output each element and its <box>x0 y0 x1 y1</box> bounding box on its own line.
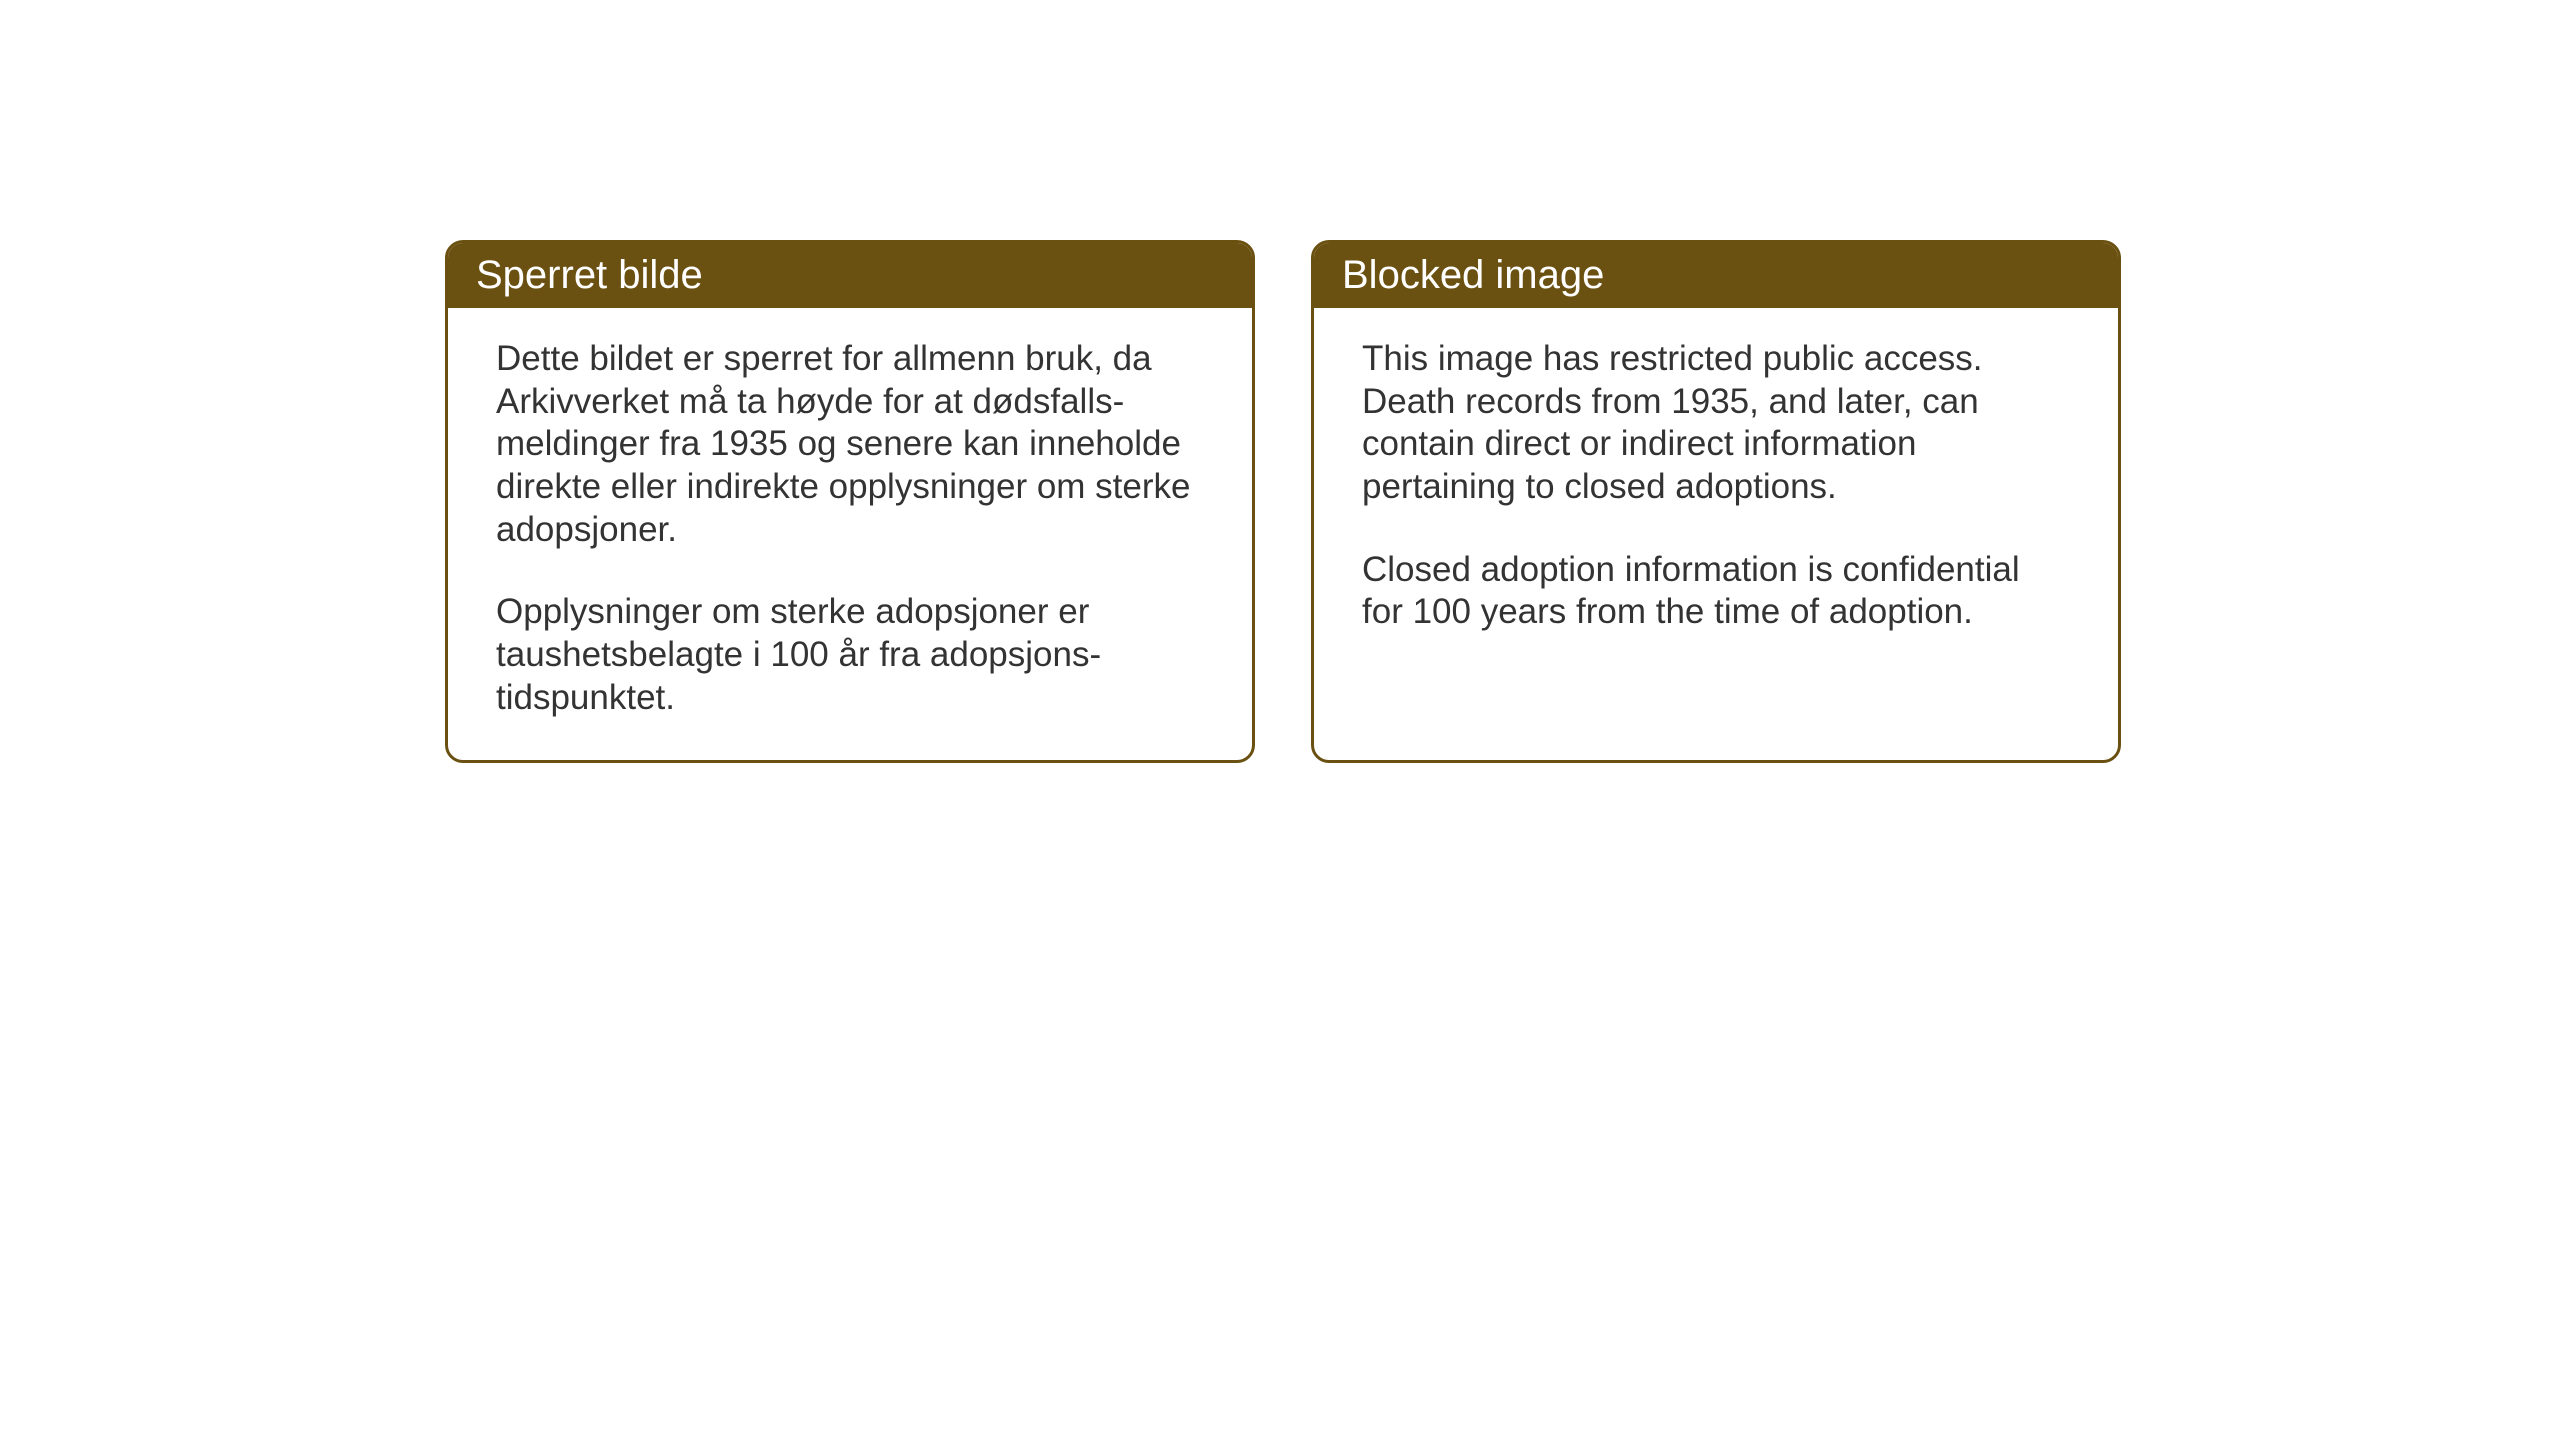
card-paragraph-2-english: Closed adoption information is confident… <box>1362 549 2070 634</box>
card-body-norwegian: Dette bildet er sperret for allmenn bruk… <box>448 308 1252 760</box>
card-title-norwegian: Sperret bilde <box>476 253 703 297</box>
card-paragraph-1-english: This image has restricted public access.… <box>1362 338 2070 509</box>
card-paragraph-2-norwegian: Opplysninger om sterke adopsjoner er tau… <box>496 591 1204 719</box>
card-header-english: Blocked image <box>1314 243 2118 308</box>
blocked-image-card-norwegian: Sperret bilde Dette bildet er sperret fo… <box>445 240 1255 763</box>
card-header-norwegian: Sperret bilde <box>448 243 1252 308</box>
card-paragraph-1-norwegian: Dette bildet er sperret for allmenn bruk… <box>496 338 1204 551</box>
blocked-image-card-english: Blocked image This image has restricted … <box>1311 240 2121 763</box>
card-title-english: Blocked image <box>1342 253 1604 297</box>
card-body-english: This image has restricted public access.… <box>1314 308 2118 714</box>
notice-container: Sperret bilde Dette bildet er sperret fo… <box>445 240 2121 763</box>
